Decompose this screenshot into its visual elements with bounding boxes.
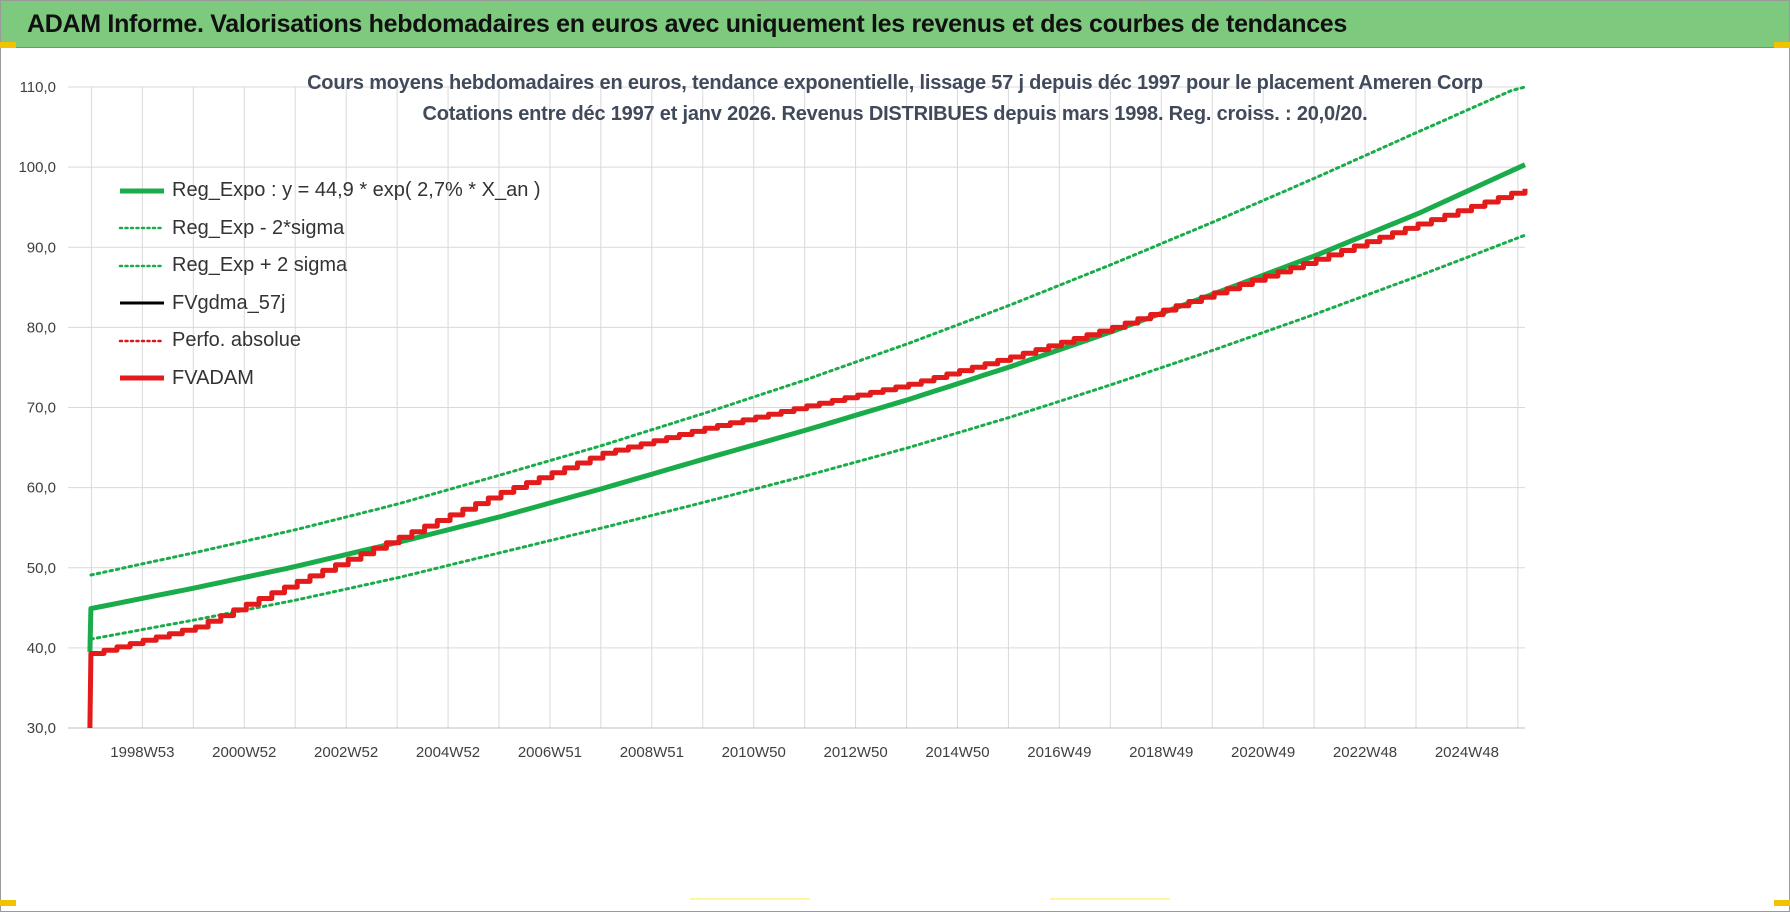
- legend-label: Reg_Exp + 2 sigma: [172, 254, 348, 277]
- x-tick-label: 2016W49: [1027, 744, 1091, 761]
- line-chart: 110,0 100,0 90,0 80,0 70,0 60,0 50,0 40,0 30,0 19…: [18, 79, 1528, 761]
- corner-marker-left: [0, 42, 16, 48]
- legend-swatch: [118, 339, 166, 342]
- chart-area: 110,0 100,0 90,0 80,0 70,0 60,0 50,0 40,0 30,0 19…: [10, 52, 1780, 900]
- chart-title: Cours moyens hebdomadaires en euros, ten…: [307, 72, 1483, 94]
- series-line-reg_exp: [89, 85, 1527, 577]
- series-line-reg_exp: [89, 233, 1527, 641]
- corner-marker-right: [1774, 42, 1790, 48]
- y-tick-label: 40,0: [27, 640, 56, 657]
- x-tick-label: 1998W53: [110, 744, 174, 761]
- legend-item: FVgdma_57j: [118, 285, 541, 323]
- legend-label: Reg_Exp - 2*sigma: [172, 216, 345, 239]
- y-tick-label: 110,0: [20, 79, 56, 96]
- chart-legend: Reg_Expo : y = 44,9 * exp( 2,7% * X_an )…: [118, 172, 541, 397]
- corner-marker-bottom-right: [1774, 900, 1790, 906]
- x-tick-label: 2022W48: [1333, 744, 1397, 761]
- series-lines: [87, 85, 1528, 729]
- y-tick-label: 100,0: [18, 159, 56, 176]
- legend-label: FVADAM: [172, 366, 254, 389]
- y-tick-label: 80,0: [27, 319, 56, 336]
- y-tick-label: 50,0: [27, 560, 56, 577]
- x-tick-label: 2006W51: [518, 744, 582, 761]
- x-tick-label: 2018W49: [1129, 744, 1193, 761]
- report-banner: ADAM Informe. Valorisations hebdomadaire…: [1, 1, 1789, 48]
- legend-item: Reg_Exp + 2 sigma: [118, 247, 541, 285]
- legend-label: Reg_Expo : y = 44,9 * exp( 2,7% * X_an ): [172, 179, 541, 202]
- x-tick-label: 2002W52: [314, 744, 378, 761]
- series-line-reg_expo: [87, 162, 1527, 652]
- report-title: ADAM Informe. Valorisations hebdomadaire…: [27, 9, 1348, 38]
- x-tick-label: 2008W51: [620, 744, 684, 761]
- axis-labels: 110,0 100,0 90,0 80,0 70,0 60,0 50,0 40,0 30,0 19…: [18, 79, 1499, 761]
- y-tick-label: 60,0: [27, 480, 56, 497]
- legend-swatch: [118, 227, 166, 230]
- x-tick-label: 2000W52: [212, 744, 276, 761]
- legend-swatch: [118, 264, 166, 267]
- x-tick-label: 2004W52: [416, 744, 480, 761]
- legend-item: Reg_Exp - 2*sigma: [118, 210, 541, 248]
- corner-marker-bottom-left: [0, 900, 16, 906]
- selection-highlight: [690, 898, 810, 900]
- chart-subtitle: Cotations entre déc 1997 et janv 2026. R…: [422, 103, 1368, 125]
- legend-item: FVADAM: [118, 360, 541, 398]
- legend-item: Reg_Expo : y = 44,9 * exp( 2,7% * X_an ): [118, 172, 541, 210]
- y-tick-label: 90,0: [27, 239, 56, 256]
- legend-swatch: [120, 301, 164, 305]
- x-tick-label: 2024W48: [1435, 744, 1499, 761]
- legend-label: Perfo. absolue: [172, 329, 301, 352]
- x-tick-label: 2012W50: [823, 744, 887, 761]
- y-tick-label: 30,0: [27, 720, 56, 737]
- selection-highlight: [1050, 898, 1170, 900]
- legend-item: Perfo. absolue: [118, 322, 541, 360]
- x-tick-label: 2020W49: [1231, 744, 1295, 761]
- x-tick-label: 2014W50: [925, 744, 989, 761]
- legend-label: FVgdma_57j: [172, 291, 286, 314]
- x-tick-label: 2010W50: [722, 744, 786, 761]
- y-tick-label: 70,0: [27, 400, 56, 417]
- legend-swatch: [120, 188, 164, 194]
- legend-swatch: [120, 375, 164, 381]
- series-line-fvadam: [87, 188, 1528, 729]
